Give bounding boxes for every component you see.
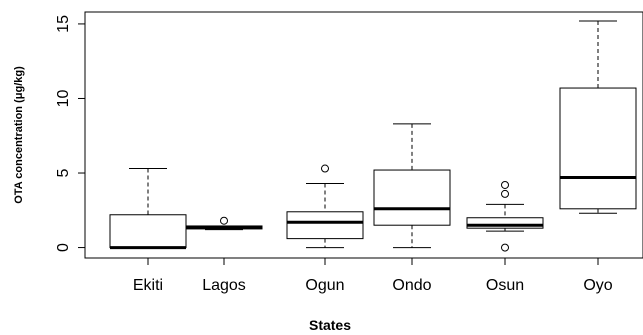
x-axis: Ekiti Lagos Ogun Ondo Osun Oyo <box>133 258 613 294</box>
box-ogun <box>286 164 364 249</box>
box-ondo <box>373 123 451 249</box>
y-axis-label: OTA concentration (μg/kg) <box>13 66 25 204</box>
outlier-point <box>220 216 228 225</box>
x-tick-label: Oyo <box>583 277 612 294</box>
iqr-box <box>466 217 544 229</box>
outlier-point <box>321 164 329 173</box>
x-tick-label: Ondo <box>392 277 431 294</box>
outlier-point <box>501 243 509 252</box>
x-tick-label: Ekiti <box>133 277 163 294</box>
y-tick-label: 0 <box>55 243 72 252</box>
box-oyo <box>559 20 637 214</box>
boxes <box>109 20 637 252</box>
x-tick-label: Ogun <box>305 277 344 294</box>
y-tick-label: 15 <box>55 15 72 33</box>
y-tick-label: 5 <box>55 168 72 177</box>
x-tick-label: Osun <box>486 277 524 294</box>
iqr-box <box>559 87 637 210</box>
box-lagos <box>185 216 263 231</box>
box-ekiti <box>109 168 187 250</box>
y-axis: 0 5 10 15 <box>55 15 85 252</box>
outlier-point <box>501 189 509 198</box>
outlier-point <box>501 180 509 189</box>
box-osun <box>466 180 544 252</box>
x-tick-label: Lagos <box>202 277 246 294</box>
iqr-box <box>286 211 364 240</box>
y-tick-label: 10 <box>55 89 72 107</box>
plot-frame <box>84 11 643 259</box>
iqr-box <box>109 214 187 249</box>
x-axis-label: States <box>309 317 351 333</box>
iqr-box <box>373 169 451 226</box>
